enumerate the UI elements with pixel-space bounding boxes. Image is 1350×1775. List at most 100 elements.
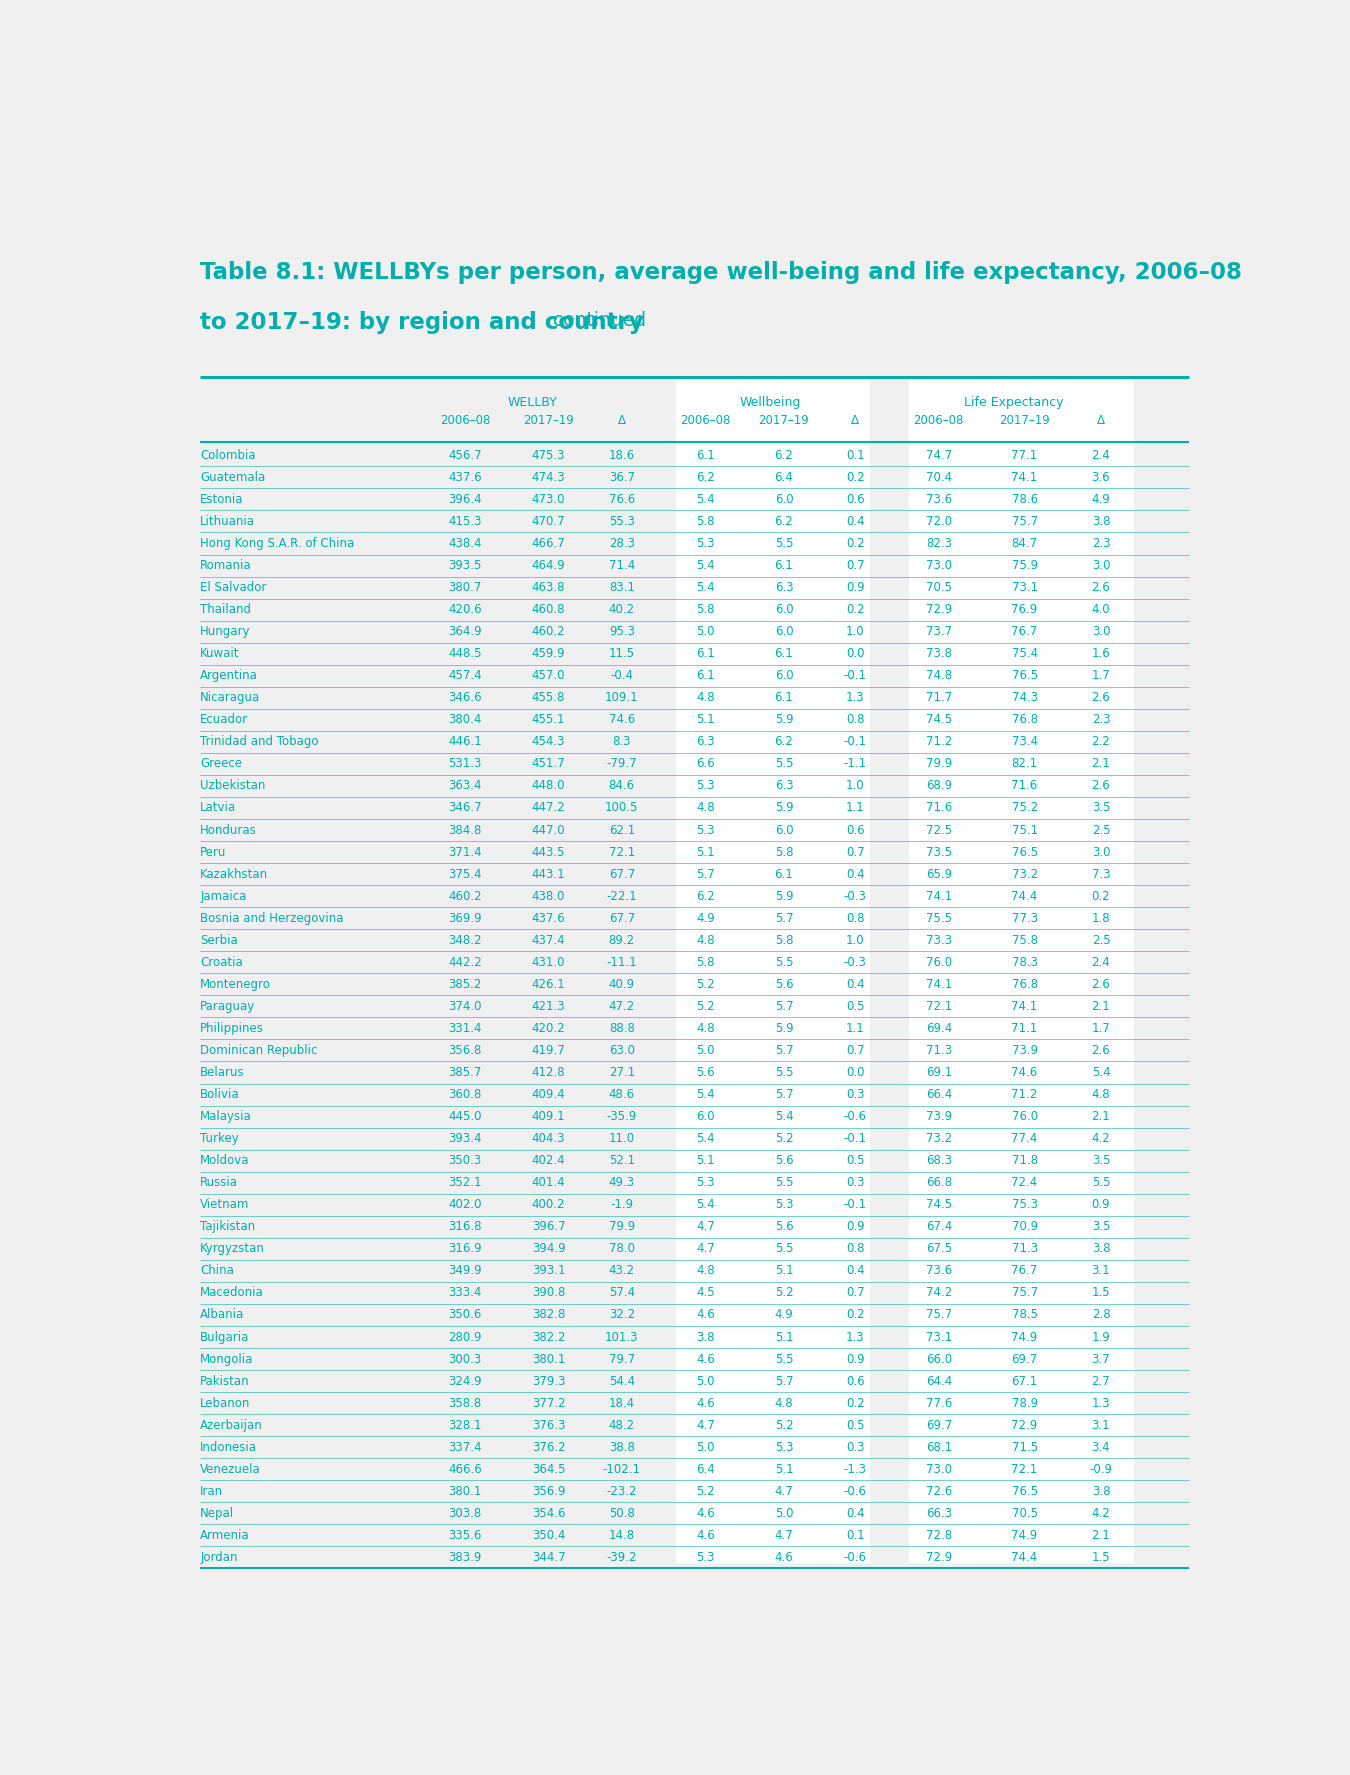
Text: 79.9: 79.9 (609, 1219, 634, 1234)
Text: 2.1: 2.1 (1092, 1109, 1110, 1124)
Text: 328.1: 328.1 (448, 1418, 482, 1432)
Text: 5.3: 5.3 (697, 538, 714, 550)
Text: Bulgaria: Bulgaria (200, 1331, 250, 1344)
Text: Bolivia: Bolivia (200, 1088, 240, 1100)
Text: 84.7: 84.7 (1011, 538, 1038, 550)
Text: 69.1: 69.1 (926, 1067, 952, 1079)
Text: 72.4: 72.4 (1011, 1177, 1038, 1189)
Text: 6.1: 6.1 (775, 690, 794, 705)
Text: 71.6: 71.6 (1011, 779, 1038, 792)
Text: 377.2: 377.2 (532, 1397, 566, 1409)
Text: 75.5: 75.5 (926, 912, 952, 925)
Text: 5.4: 5.4 (1092, 1067, 1110, 1079)
Text: 5.5: 5.5 (775, 1242, 794, 1255)
Text: 352.1: 352.1 (448, 1177, 482, 1189)
Text: 5.8: 5.8 (775, 934, 794, 946)
Text: 2.6: 2.6 (1092, 779, 1110, 792)
Text: 6.4: 6.4 (697, 1463, 716, 1475)
Text: 6.2: 6.2 (697, 889, 716, 903)
Text: Pakistan: Pakistan (200, 1374, 250, 1388)
Text: 445.0: 445.0 (448, 1109, 482, 1124)
Text: Peru: Peru (200, 845, 227, 859)
Text: 375.4: 375.4 (448, 868, 482, 880)
Text: Vietnam: Vietnam (200, 1198, 250, 1211)
Text: 0.7: 0.7 (846, 1044, 864, 1056)
Text: 5.4: 5.4 (697, 493, 714, 506)
Text: 356.9: 356.9 (532, 1486, 566, 1498)
Text: 3.8: 3.8 (1092, 515, 1110, 527)
Text: 1.5: 1.5 (1092, 1551, 1110, 1564)
Text: Dominican Republic: Dominican Republic (200, 1044, 317, 1056)
Text: 380.1: 380.1 (448, 1486, 482, 1498)
Text: -1.1: -1.1 (844, 758, 867, 770)
Text: to 2017–19: by region and country: to 2017–19: by region and country (200, 311, 644, 334)
Text: 443.5: 443.5 (532, 845, 566, 859)
Text: 363.4: 363.4 (448, 779, 482, 792)
Text: 394.9: 394.9 (532, 1242, 566, 1255)
Text: -0.1: -0.1 (844, 735, 867, 749)
Text: -23.2: -23.2 (606, 1486, 637, 1498)
Text: 5.2: 5.2 (697, 1486, 714, 1498)
Text: 5.9: 5.9 (775, 1022, 794, 1035)
Text: -22.1: -22.1 (606, 889, 637, 903)
Text: 0.2: 0.2 (846, 604, 864, 616)
Text: 5.7: 5.7 (775, 912, 794, 925)
Text: 4.8: 4.8 (775, 1397, 794, 1409)
Text: Belarus: Belarus (200, 1067, 244, 1079)
Text: 74.6: 74.6 (609, 714, 634, 726)
Text: 460.2: 460.2 (532, 625, 566, 639)
Text: Lebanon: Lebanon (200, 1397, 251, 1409)
Text: 437.6: 437.6 (532, 912, 566, 925)
Text: 4.7: 4.7 (697, 1242, 716, 1255)
Text: 3.1: 3.1 (1092, 1264, 1110, 1278)
Text: 454.3: 454.3 (532, 735, 566, 749)
Text: 466.7: 466.7 (532, 538, 566, 550)
Text: 316.8: 316.8 (448, 1219, 482, 1234)
Text: 67.7: 67.7 (609, 868, 634, 880)
Text: 5.5: 5.5 (775, 1067, 794, 1079)
Text: 72.1: 72.1 (609, 845, 634, 859)
Text: 396.4: 396.4 (448, 493, 482, 506)
Text: 4.2: 4.2 (1092, 1132, 1110, 1145)
Text: 382.8: 382.8 (532, 1308, 566, 1321)
Text: 5.1: 5.1 (697, 845, 714, 859)
Text: 76.0: 76.0 (926, 955, 952, 969)
Text: 0.2: 0.2 (846, 470, 864, 485)
Text: 5.9: 5.9 (775, 802, 794, 815)
Text: 6.1: 6.1 (697, 648, 716, 660)
Text: 73.0: 73.0 (926, 1463, 952, 1475)
Text: 421.3: 421.3 (532, 999, 566, 1014)
Text: 0.3: 0.3 (846, 1441, 864, 1454)
Bar (910, 376, 1134, 1564)
Text: 48.6: 48.6 (609, 1088, 634, 1100)
Text: 1.8: 1.8 (1092, 912, 1110, 925)
Text: Estonia: Estonia (200, 493, 243, 506)
Text: 6.0: 6.0 (775, 493, 794, 506)
Text: Thailand: Thailand (200, 604, 251, 616)
Text: 384.8: 384.8 (448, 824, 482, 836)
Text: 71.3: 71.3 (1011, 1242, 1038, 1255)
Text: 349.9: 349.9 (448, 1264, 482, 1278)
Text: 76.5: 76.5 (1011, 845, 1038, 859)
Text: 5.2: 5.2 (775, 1418, 794, 1432)
Text: 4.8: 4.8 (697, 690, 714, 705)
Text: 0.7: 0.7 (846, 845, 864, 859)
Text: 6.2: 6.2 (775, 515, 794, 527)
Text: 531.3: 531.3 (448, 758, 482, 770)
Text: 447.0: 447.0 (532, 824, 566, 836)
Text: 5.6: 5.6 (775, 978, 794, 990)
Text: 62.1: 62.1 (609, 824, 634, 836)
Text: 72.9: 72.9 (1011, 1418, 1038, 1432)
Text: 3.8: 3.8 (1092, 1242, 1110, 1255)
Text: 5.3: 5.3 (697, 779, 714, 792)
Text: 49.3: 49.3 (609, 1177, 634, 1189)
Text: 1.3: 1.3 (846, 690, 864, 705)
Text: 447.2: 447.2 (532, 802, 566, 815)
Text: Argentina: Argentina (200, 669, 258, 682)
Text: 5.2: 5.2 (775, 1287, 794, 1299)
Text: 75.8: 75.8 (1011, 934, 1038, 946)
Text: 67.5: 67.5 (926, 1242, 952, 1255)
Text: -0.4: -0.4 (610, 669, 633, 682)
Text: -39.2: -39.2 (606, 1551, 637, 1564)
Text: 71.7: 71.7 (926, 690, 952, 705)
